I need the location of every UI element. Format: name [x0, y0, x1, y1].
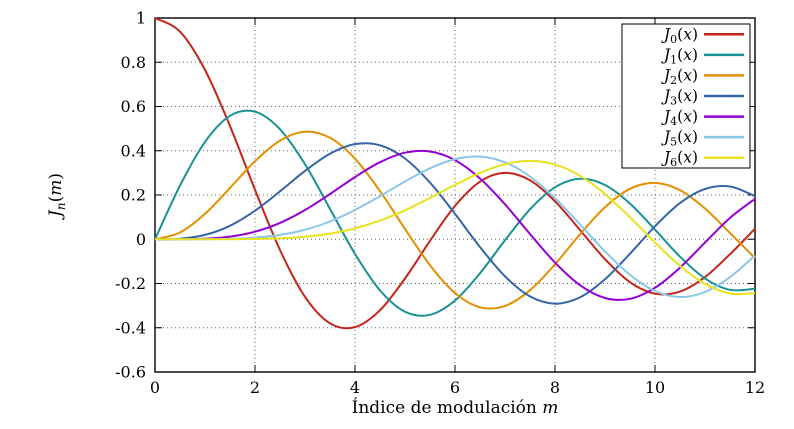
y-axis-label-paren-close: )	[45, 173, 66, 180]
y-tick-label: 0.2	[121, 186, 146, 205]
x-axis-label: Índice de modulación m	[155, 398, 755, 418]
legend-label-J0: J0(x)	[661, 25, 698, 46]
x-axis-label-text: Índice de modulación	[351, 398, 537, 418]
legend-label-J6: J6(x)	[661, 149, 698, 170]
legend-label-J4: J4(x)	[661, 108, 698, 129]
curve-J4	[154, 149, 756, 301]
legend-label-J2: J2(x)	[661, 66, 698, 87]
y-tick-label: -0.4	[115, 318, 146, 337]
y-axis-label-func: J	[45, 210, 66, 217]
y-axis-label-var: m	[45, 179, 66, 196]
y-axis-label: Jn(m)	[46, 173, 68, 217]
x-axis-label-var: m	[542, 398, 559, 418]
x-tick-label: 6	[450, 378, 460, 397]
legend-label-J5: J5(x)	[661, 128, 698, 149]
y-axis-label-sub: n	[54, 202, 69, 211]
x-tick-label: 12	[745, 378, 765, 397]
curve-J2	[154, 130, 756, 310]
legend-label-J1: J1(x)	[661, 46, 698, 67]
x-tick-label: 0	[150, 378, 160, 397]
y-tick-label: -0.2	[115, 274, 146, 293]
y-tick-label: 1	[136, 9, 146, 28]
y-tick-label: 0.4	[121, 141, 146, 160]
curve-J5	[155, 155, 756, 299]
curve-J6	[155, 159, 756, 296]
x-tick-label: 8	[550, 378, 560, 397]
x-tick-label: 2	[250, 378, 260, 397]
y-tick-label: 0.8	[121, 53, 146, 72]
curve-J0	[154, 17, 756, 330]
legend-label-J3: J3(x)	[661, 87, 698, 108]
y-axis-label-paren-open: (	[45, 195, 66, 203]
x-tick-label: 10	[645, 378, 665, 397]
x-tick-label: 4	[350, 378, 360, 397]
y-tick-label: 0	[136, 230, 146, 249]
curve-J3	[154, 142, 756, 305]
y-tick-label: 0.6	[121, 97, 146, 116]
y-tick-label: -0.6	[115, 363, 146, 382]
curve-J1	[154, 109, 756, 317]
